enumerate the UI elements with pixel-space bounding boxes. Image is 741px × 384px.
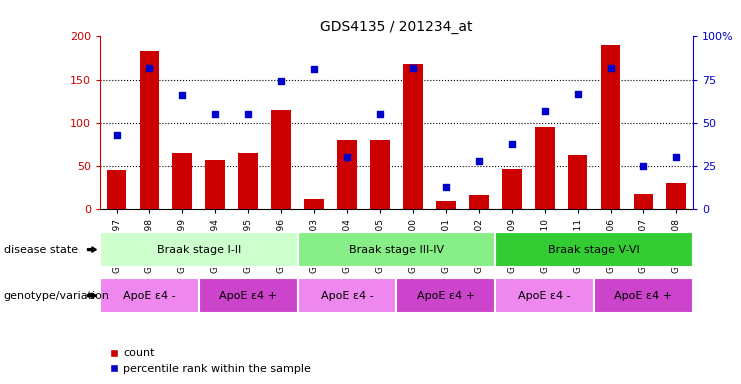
Bar [100,232,298,267]
Bar [396,278,495,313]
Bar [100,278,199,313]
Bar [601,45,620,209]
Point [144,65,156,71]
Title: GDS4135 / 201234_at: GDS4135 / 201234_at [320,20,473,34]
Bar [298,278,396,313]
Bar [199,278,298,313]
Text: genotype/variation: genotype/variation [4,291,110,301]
Point [407,65,419,71]
Point [605,65,617,71]
Bar [305,199,324,209]
Text: ApoE ε4 -: ApoE ε4 - [321,291,373,301]
Bar [337,140,357,209]
Text: ApoE ε4 +: ApoE ε4 + [219,291,277,301]
Text: Braak stage I-II: Braak stage I-II [156,245,241,255]
Bar [139,51,159,209]
Bar [436,201,456,209]
Text: ApoE ε4 +: ApoE ε4 + [614,291,672,301]
Point [210,111,222,118]
Text: ApoE ε4 -: ApoE ε4 - [123,291,176,301]
Legend: count, percentile rank within the sample: count, percentile rank within the sample [105,344,316,379]
Bar [239,153,258,209]
Point [242,111,254,118]
Bar [469,195,488,209]
Bar [298,232,495,267]
Bar [666,184,686,209]
Bar [495,232,693,267]
Point [571,91,583,97]
Bar [594,278,693,313]
Bar [370,140,390,209]
Point [341,154,353,161]
Point [374,111,386,118]
Bar [502,169,522,209]
Bar [205,160,225,209]
Point [473,158,485,164]
Point [637,163,649,169]
Point [110,132,122,138]
Point [506,141,518,147]
Bar [535,127,554,209]
Point [176,92,188,98]
Point [671,154,682,161]
Bar [495,278,594,313]
Bar [107,170,127,209]
Bar [403,64,423,209]
Bar [271,110,291,209]
Text: ApoE ε4 -: ApoE ε4 - [518,291,571,301]
Bar [173,153,192,209]
Text: Braak stage V-VI: Braak stage V-VI [548,245,640,255]
Text: disease state: disease state [4,245,78,255]
Point [440,184,452,190]
Bar [634,194,654,209]
Point [275,78,287,84]
Text: ApoE ε4 +: ApoE ε4 + [417,291,475,301]
Point [539,108,551,114]
Text: Braak stage III-IV: Braak stage III-IV [349,245,444,255]
Point [308,66,320,73]
Bar [568,155,588,209]
